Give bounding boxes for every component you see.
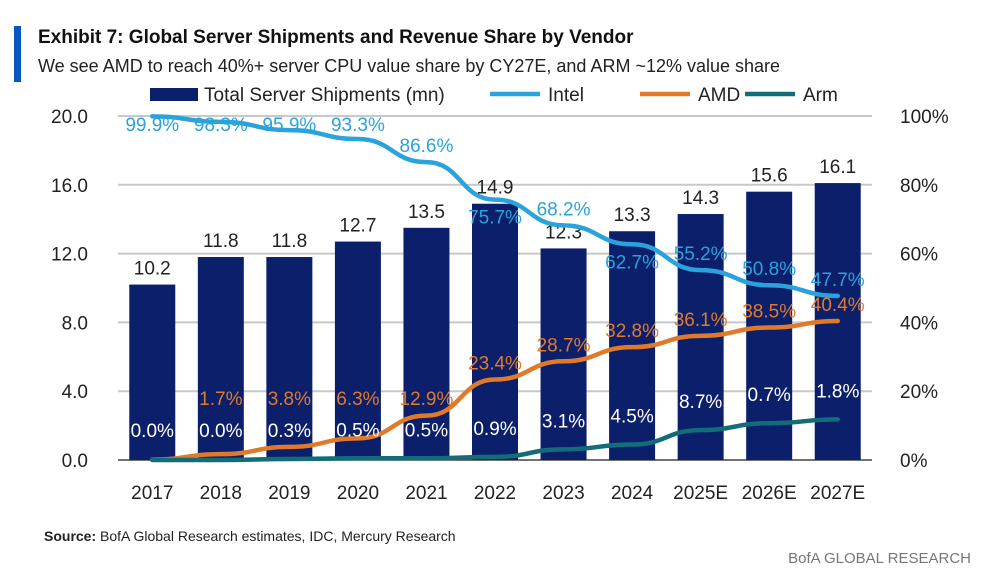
line-intel [150, 114, 840, 299]
data-label-arm: 4.5% [610, 407, 653, 428]
data-label-arm: 8.7% [679, 392, 722, 413]
data-label-amd: 23.4% [468, 354, 522, 375]
bar-label: 11.8 [203, 231, 239, 252]
right-axis-tick: 100% [900, 107, 949, 128]
x-axis-tick: 2025E [673, 483, 728, 504]
data-label-arm: 1.8% [816, 381, 859, 402]
data-label-arm: 0.5% [405, 420, 448, 441]
data-label-amd: 32.8% [605, 321, 659, 342]
data-label-amd: 3.8% [268, 389, 311, 410]
left-axis-tick: 20.0 [51, 107, 88, 128]
data-label-amd: 36.1% [674, 310, 728, 331]
bar-label: 14.9 [477, 178, 514, 199]
bar-label: 15.6 [751, 166, 788, 187]
x-axis-tick: 2026E [742, 483, 797, 504]
left-axis-tick: 12.0 [51, 245, 88, 266]
chart-subtitle: We see AMD to reach 40%+ server CPU valu… [38, 56, 781, 76]
bar [472, 203, 518, 460]
bar [129, 284, 176, 460]
data-label-intel: 55.2% [674, 244, 728, 265]
left-axis-tick: 0.0 [62, 451, 88, 472]
bar-label: 10.2 [134, 259, 171, 280]
data-label-amd: 28.7% [537, 335, 591, 356]
x-axis-tick: 2018 [200, 483, 242, 504]
right-axis-tick: 40% [900, 313, 938, 334]
x-axis-tick: 2019 [268, 483, 310, 504]
source-note: Source: BofA Global Research estimates, … [44, 528, 456, 544]
data-label-amd: 12.9% [400, 389, 454, 410]
data-label-intel: 50.8% [742, 259, 796, 280]
x-axis-tick: 2021 [405, 483, 447, 504]
data-label-arm: 3.1% [542, 411, 585, 432]
data-label-intel: 98.3% [194, 115, 248, 136]
legend-label: Total Server Shipments (mn) [204, 85, 445, 106]
left-axis-tick: 4.0 [62, 382, 88, 403]
bar-label: 14.3 [682, 188, 719, 209]
bar-label: 12.7 [339, 216, 376, 237]
x-axis-tick: 2027E [810, 483, 865, 504]
data-label-intel: 95.9% [262, 115, 316, 136]
data-label-arm: 0.9% [473, 419, 516, 440]
data-label-intel: 86.6% [400, 136, 454, 157]
legend-label: AMD [698, 85, 740, 106]
data-label-arm: 0.0% [199, 421, 242, 442]
data-label-amd: 1.7% [199, 389, 242, 410]
bar [540, 248, 587, 460]
line-amd [150, 318, 840, 462]
bar [197, 257, 244, 460]
bar-label: 11.8 [272, 231, 308, 252]
right-axis-tick: 0% [900, 451, 928, 472]
data-label-arm: 0.3% [268, 421, 311, 442]
right-axis-tick: 60% [900, 245, 938, 266]
legend-label: Arm [803, 85, 838, 106]
data-label-intel: 68.2% [537, 199, 591, 220]
data-label-intel: 47.7% [811, 270, 865, 291]
source-label: Source: [44, 528, 97, 544]
data-label-intel: 75.7% [468, 208, 522, 229]
x-axis-tick: 2024 [611, 483, 654, 504]
data-label-intel: 99.9% [125, 115, 179, 136]
accent-bar [14, 26, 21, 82]
data-label-arm: 0.7% [748, 385, 791, 406]
bar-label: 13.3 [614, 205, 651, 226]
data-label-intel: 93.3% [331, 115, 385, 136]
data-label-intel: 62.7% [605, 252, 659, 273]
left-axis-tick: 16.0 [51, 176, 88, 197]
data-label-amd: 38.5% [742, 302, 796, 323]
source-text: BofA Global Research estimates, IDC, Mer… [96, 528, 456, 544]
right-axis-tick: 20% [900, 382, 938, 403]
data-label-arm: 0.0% [131, 421, 174, 442]
brand-footer: BofA GLOBAL RESEARCH [788, 550, 971, 567]
bar-label: 13.5 [408, 202, 445, 223]
legend-swatch [150, 88, 198, 101]
bar [334, 241, 381, 460]
left-axis-tick: 8.0 [62, 313, 88, 334]
x-axis-tick: 2022 [474, 483, 516, 504]
chart-title: Exhibit 7: Global Server Shipments and R… [38, 27, 634, 48]
x-axis-tick: 2020 [337, 483, 379, 504]
x-axis-tick: 2023 [542, 483, 584, 504]
bar [403, 227, 450, 460]
data-label-amd: 6.3% [336, 389, 379, 410]
legend-label: Intel [548, 85, 584, 106]
data-label-arm: 0.5% [336, 420, 379, 441]
x-axis-tick: 2017 [131, 483, 173, 504]
line-arm [150, 417, 840, 463]
bar [266, 257, 313, 460]
data-label-amd: 40.4% [811, 295, 865, 316]
bar-label: 16.1 [819, 157, 856, 178]
right-axis-tick: 80% [900, 176, 938, 197]
